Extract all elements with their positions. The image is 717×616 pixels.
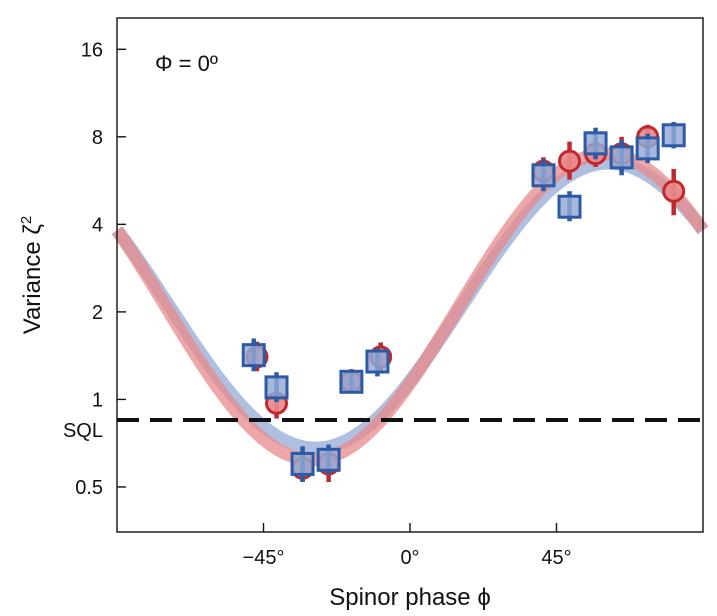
data-point-square bbox=[365, 349, 390, 374]
data-point-square bbox=[290, 451, 315, 476]
plot-frame bbox=[116, 17, 704, 533]
y-tick-label: 1 bbox=[92, 389, 103, 411]
y-tick-label: 0.5 bbox=[75, 477, 103, 499]
phi-annotation: Φ = 0º bbox=[155, 51, 218, 76]
data-point-square bbox=[264, 375, 289, 400]
y-axis-title-superscript: 2 bbox=[18, 216, 35, 224]
x-tick-label: −45° bbox=[243, 547, 285, 569]
data-point-square bbox=[531, 163, 556, 188]
data-point-square bbox=[661, 123, 686, 148]
fit-curve-circles bbox=[111, 147, 709, 467]
data-point-square bbox=[339, 369, 364, 394]
data-point-circle bbox=[558, 149, 582, 173]
data-point-square bbox=[557, 194, 582, 219]
series-squares bbox=[241, 121, 686, 483]
x-tick-label: 0° bbox=[400, 547, 419, 569]
y-tick-label: 4 bbox=[92, 214, 103, 236]
y-tick-label: 2 bbox=[92, 302, 103, 324]
fit-curves bbox=[111, 147, 709, 467]
data-points bbox=[241, 121, 686, 483]
data-point-square bbox=[635, 136, 660, 161]
y-axis-title: Variance ζ2 bbox=[18, 216, 46, 335]
sql-label: SQL bbox=[63, 420, 103, 442]
y-axis: 0.5 1 2 4 8 16 bbox=[75, 39, 126, 499]
y-axis-title-text: Variance ζ bbox=[19, 224, 46, 335]
x-tick-label: 45° bbox=[541, 547, 571, 569]
data-point-square bbox=[609, 145, 634, 170]
y-tick-label: 8 bbox=[92, 127, 103, 149]
y-tick-label: 16 bbox=[81, 39, 103, 61]
data-point-circle bbox=[662, 179, 686, 203]
data-point-square bbox=[583, 131, 608, 156]
data-point-square bbox=[241, 343, 266, 368]
x-axis: −45° 0° 45° bbox=[243, 523, 572, 569]
x-axis-title: Spinor phase ϕ bbox=[329, 584, 491, 611]
data-point-square bbox=[316, 447, 341, 472]
fit-curve-squares bbox=[111, 156, 709, 455]
